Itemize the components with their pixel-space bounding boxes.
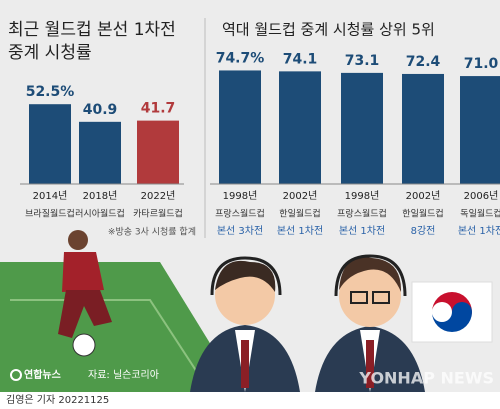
- bar: [402, 73, 444, 184]
- player: [58, 230, 112, 357]
- bar: [341, 72, 383, 184]
- logo: 연합뉴스: [24, 368, 61, 381]
- category-label: 2002년: [283, 190, 318, 202]
- value-label: 72.4: [406, 54, 441, 70]
- category-label: 2006년: [464, 190, 499, 202]
- subcategory-label-2: 본선 1차전: [458, 225, 500, 237]
- bar: [29, 104, 71, 184]
- category-label: 2002년: [406, 190, 441, 202]
- category-label: 2018년: [83, 190, 118, 202]
- chart-title: 최근 월드컵 본선 1차전: [8, 20, 176, 40]
- korean-flag: [411, 281, 493, 343]
- source: 자료: 닐슨코리아: [88, 369, 159, 381]
- value-label: 71.0: [464, 56, 499, 72]
- subcategory-label-2: 본선 3차전: [217, 225, 263, 237]
- value-label: 74.7%: [216, 50, 265, 66]
- commentator-2: [315, 254, 425, 392]
- chart-title: 역대 월드컵 중계 시청률 상위 5위: [222, 21, 435, 39]
- bar: [137, 120, 179, 184]
- value-label: 74.1: [283, 51, 318, 67]
- category-label: 1998년: [223, 190, 258, 202]
- subcategory-label: 프랑스월드컵: [337, 208, 387, 220]
- note: ※방송 3사 시청률 합계: [108, 226, 196, 238]
- value-label: 40.9: [83, 102, 118, 118]
- subcategory-label-2: 본선 1차전: [339, 225, 385, 237]
- subcategory-label-2: 8강전: [411, 225, 436, 237]
- subcategory-label: 한일월드컵: [402, 208, 443, 220]
- bar: [460, 76, 500, 184]
- subcategory-label-2: 본선 1차전: [277, 225, 323, 237]
- watermark: YONHAP NEWS: [358, 369, 494, 388]
- subcategory-label: 브라질월드컵: [25, 208, 75, 220]
- commentator-1: [190, 256, 300, 392]
- category-label: 2014년: [33, 190, 68, 202]
- subcategory-label: 러시아월드컵: [75, 208, 125, 220]
- value-label: 41.7: [141, 101, 176, 117]
- category-label: 1998년: [345, 190, 380, 202]
- value-label: 52.5%: [26, 84, 75, 100]
- bar: [219, 70, 261, 184]
- subcategory-label: 프랑스월드컵: [215, 208, 265, 220]
- subcategory-label: 카타르월드컵: [133, 208, 183, 220]
- category-label: 2022년: [141, 190, 176, 202]
- footer-band: [0, 392, 500, 409]
- value-label: 73.1: [345, 53, 380, 69]
- subcategory-label: 독일월드컵: [460, 208, 500, 220]
- byline: 김영은 기자 20221125: [6, 394, 109, 406]
- bar: [79, 121, 121, 184]
- logo-icon: [10, 369, 22, 381]
- subcategory-label: 한일월드컵: [279, 208, 320, 220]
- chart-title: 중계 시청률: [8, 43, 92, 63]
- field: [0, 262, 240, 392]
- field-line: [10, 299, 211, 393]
- bar: [279, 71, 321, 184]
